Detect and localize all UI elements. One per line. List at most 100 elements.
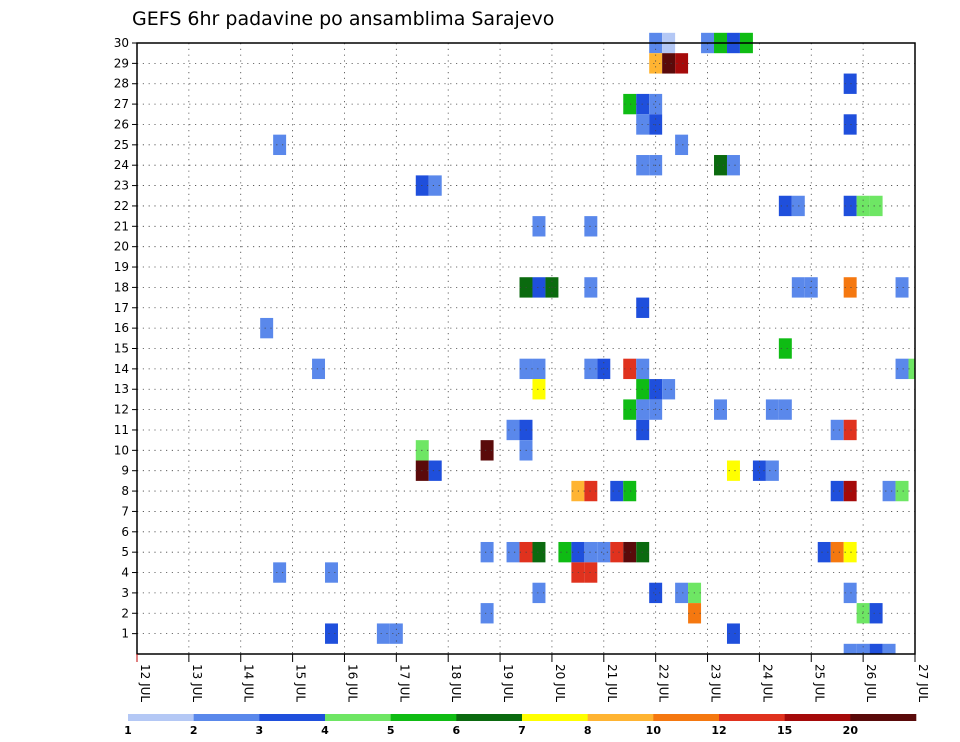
heatmap-cell (597, 541, 611, 563)
heatmap-cell (584, 358, 598, 380)
heatmap-cell (843, 195, 857, 217)
x-tick-label: 15 JUL (294, 664, 308, 702)
colorbar-swatch (653, 714, 720, 721)
heatmap-cell (532, 379, 546, 400)
colorbar-tick-label: 20 (843, 724, 859, 737)
x-tick-label: 19 JUL (501, 664, 515, 702)
heatmap-cell (610, 541, 624, 563)
heatmap-cell (675, 53, 689, 74)
x-tick-label: 27 JUL (916, 664, 930, 702)
y-tick-label: 17 (114, 301, 129, 315)
heatmap-cell (843, 582, 857, 604)
heatmap-cell (623, 480, 637, 502)
x-tick-label: 21 JUL (605, 664, 619, 702)
heatmap-cell (662, 379, 676, 400)
y-tick-label: 30 (114, 36, 129, 50)
heatmap-cell (778, 399, 792, 420)
y-tick-label: 13 (114, 382, 129, 396)
colorbar-tick-label: 5 (387, 724, 395, 737)
heatmap-cell (830, 541, 844, 563)
heatmap-cell (623, 541, 637, 563)
x-tick-label: 20 JUL (553, 664, 567, 702)
heatmap-cell (843, 73, 857, 94)
y-tick-label: 21 (114, 219, 129, 233)
heatmap-cell (584, 216, 598, 237)
y-tick-label: 28 (114, 77, 129, 91)
heatmap-cell (895, 358, 909, 380)
colorbar-tick-label: 6 (453, 724, 461, 737)
heatmap-cell (765, 460, 779, 481)
y-tick-label: 10 (114, 443, 129, 457)
y-tick-label: 24 (114, 158, 129, 172)
y-tick-label: 1 (121, 627, 129, 641)
heatmap-cell (325, 623, 338, 644)
colorbar-swatch (128, 714, 194, 721)
heatmap-cell (843, 541, 857, 563)
y-tick-label: 5 (121, 545, 129, 559)
heatmap-cell (649, 379, 663, 400)
y-tick-label: 11 (114, 423, 129, 437)
colorbar-tick-label: 2 (190, 724, 198, 737)
colorbar-swatch (325, 714, 391, 721)
y-tick-label: 9 (121, 464, 129, 478)
colorbar-swatch (456, 714, 523, 721)
colorbar-swatch (587, 714, 654, 721)
y-tick-label: 15 (114, 342, 129, 356)
y-tick-label: 23 (114, 179, 129, 193)
heatmap-cell (480, 603, 494, 624)
heatmap-cell (649, 582, 663, 604)
heatmap-cell (623, 399, 637, 420)
x-tick-label: 12 JUL (138, 664, 152, 702)
colorbar-tick-label: 15 (777, 724, 792, 737)
y-tick-label: 12 (114, 403, 129, 417)
y-tick-label: 16 (114, 321, 129, 335)
colorbar-tick-label: 12 (711, 724, 726, 737)
colorbar-swatch (259, 714, 326, 721)
heatmap-cell (830, 480, 844, 502)
heatmap-cell (532, 216, 546, 237)
heatmap-cell (584, 277, 598, 298)
x-tick-label: 16 JUL (345, 664, 359, 702)
heatmap-cell (895, 480, 909, 502)
heatmap-cell (869, 195, 883, 217)
heatmap-cell (895, 277, 909, 298)
heatmap-cell (623, 93, 637, 115)
x-tick-label: 22 JUL (657, 664, 671, 702)
y-tick-label: 27 (114, 97, 129, 111)
x-tick-label: 25 JUL (812, 664, 826, 702)
heatmap-cell (817, 541, 831, 563)
y-tick-label: 2 (121, 606, 129, 620)
heatmap-cell (662, 53, 676, 74)
colorbar-tick-label: 4 (321, 724, 329, 737)
heatmap-cell (726, 460, 740, 481)
heatmap-cell (532, 277, 546, 298)
y-axis: 1234567891011121314151617181920212223242… (114, 36, 137, 641)
y-tick-label: 25 (114, 138, 129, 152)
heatmap-cell (752, 460, 766, 481)
heatmap-cell (428, 460, 442, 481)
heatmap-cell (869, 603, 883, 624)
y-tick-label: 26 (114, 117, 129, 131)
heatmap-cell (778, 195, 792, 217)
y-tick-label: 29 (114, 56, 129, 70)
grid-lines (137, 43, 915, 654)
x-tick-label: 14 JUL (242, 664, 256, 702)
y-tick-label: 14 (114, 362, 129, 376)
y-tick-label: 18 (114, 280, 129, 294)
x-tick-label: 26 JUL (864, 664, 878, 702)
heatmap-cell (856, 643, 870, 654)
heatmap-cell (843, 114, 857, 135)
heatmap-cell (480, 440, 494, 461)
heatmap-cell (428, 175, 442, 196)
colorbar-tick-label: 10 (646, 724, 662, 737)
colorbar-legend: 1 2 3 4 5 6 7 8 10 12 15 20 (124, 714, 917, 737)
x-tick-label: 24 JUL (760, 664, 774, 702)
heatmap-cell (778, 338, 792, 359)
y-tick-label: 8 (121, 484, 129, 498)
heatmap-cell (584, 480, 598, 502)
heatmap-cell (869, 643, 883, 654)
heatmap-cell (376, 623, 390, 644)
heatmap-cell (480, 541, 494, 563)
heatmap-cell (506, 419, 520, 441)
